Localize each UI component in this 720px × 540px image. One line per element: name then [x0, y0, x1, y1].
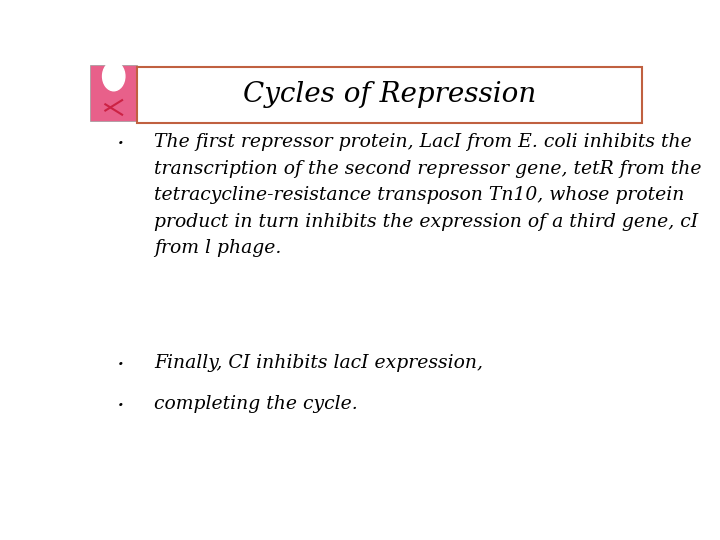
Text: The first repressor protein, LacI from E. coli inhibits the
transcription of the: The first repressor protein, LacI from E…	[154, 133, 702, 257]
Text: completing the cycle.: completing the cycle.	[154, 395, 358, 413]
Text: ·: ·	[117, 133, 125, 157]
FancyBboxPatch shape	[138, 67, 642, 123]
Text: Cycles of Repression: Cycles of Repression	[243, 82, 536, 109]
Text: ·: ·	[117, 395, 125, 418]
Text: Finally, CI inhibits lacI expression,: Finally, CI inhibits lacI expression,	[154, 354, 483, 372]
Text: ·: ·	[117, 354, 125, 377]
Ellipse shape	[102, 62, 125, 91]
FancyBboxPatch shape	[90, 65, 138, 121]
